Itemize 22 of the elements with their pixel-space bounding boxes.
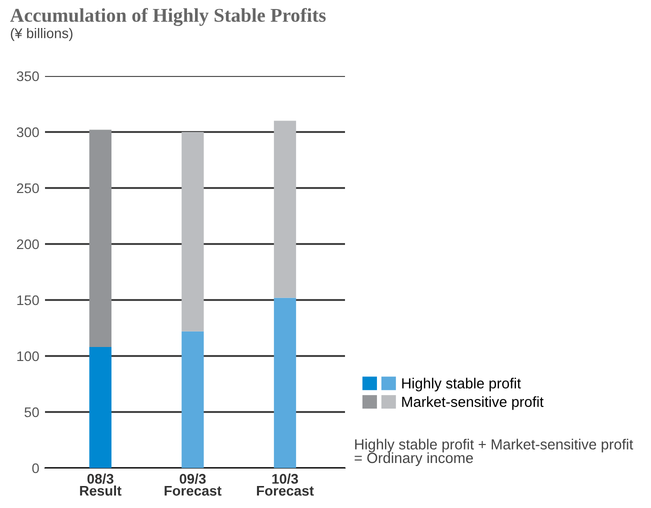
y-tick-label: 200 bbox=[16, 239, 39, 250]
legend-label: Highly stable profit bbox=[402, 378, 521, 392]
text: Highly stable profit + Market-sensitive profit = Ordinary income bbox=[354, 438, 634, 466]
chart-subtitle: (¥ billions) bbox=[10, 28, 72, 41]
y-tick-label: 300 bbox=[16, 127, 39, 138]
x-tick-label: 10/3 Forecast bbox=[256, 474, 314, 496]
bar bbox=[182, 331, 204, 468]
y-tick-label: 100 bbox=[17, 351, 39, 362]
bar bbox=[182, 132, 204, 332]
legend-label: Market-sensitive profit bbox=[402, 396, 544, 410]
bar bbox=[89, 130, 112, 348]
y-tick-label: 250 bbox=[16, 183, 39, 194]
bar bbox=[274, 120, 296, 298]
chart-title: Accumulation of Highly Stable Profits bbox=[10, 8, 326, 26]
x-tick-label: 09/3 Forecast bbox=[164, 474, 222, 496]
x-tick-label: 08/3 Result bbox=[80, 474, 122, 496]
bar bbox=[274, 298, 296, 468]
y-tick-label: 50 bbox=[24, 407, 39, 418]
bar bbox=[89, 347, 112, 468]
y-tick-label: 0 bbox=[32, 463, 39, 474]
y-tick-label: 150 bbox=[17, 295, 39, 306]
y-tick-label: 350 bbox=[16, 71, 39, 82]
